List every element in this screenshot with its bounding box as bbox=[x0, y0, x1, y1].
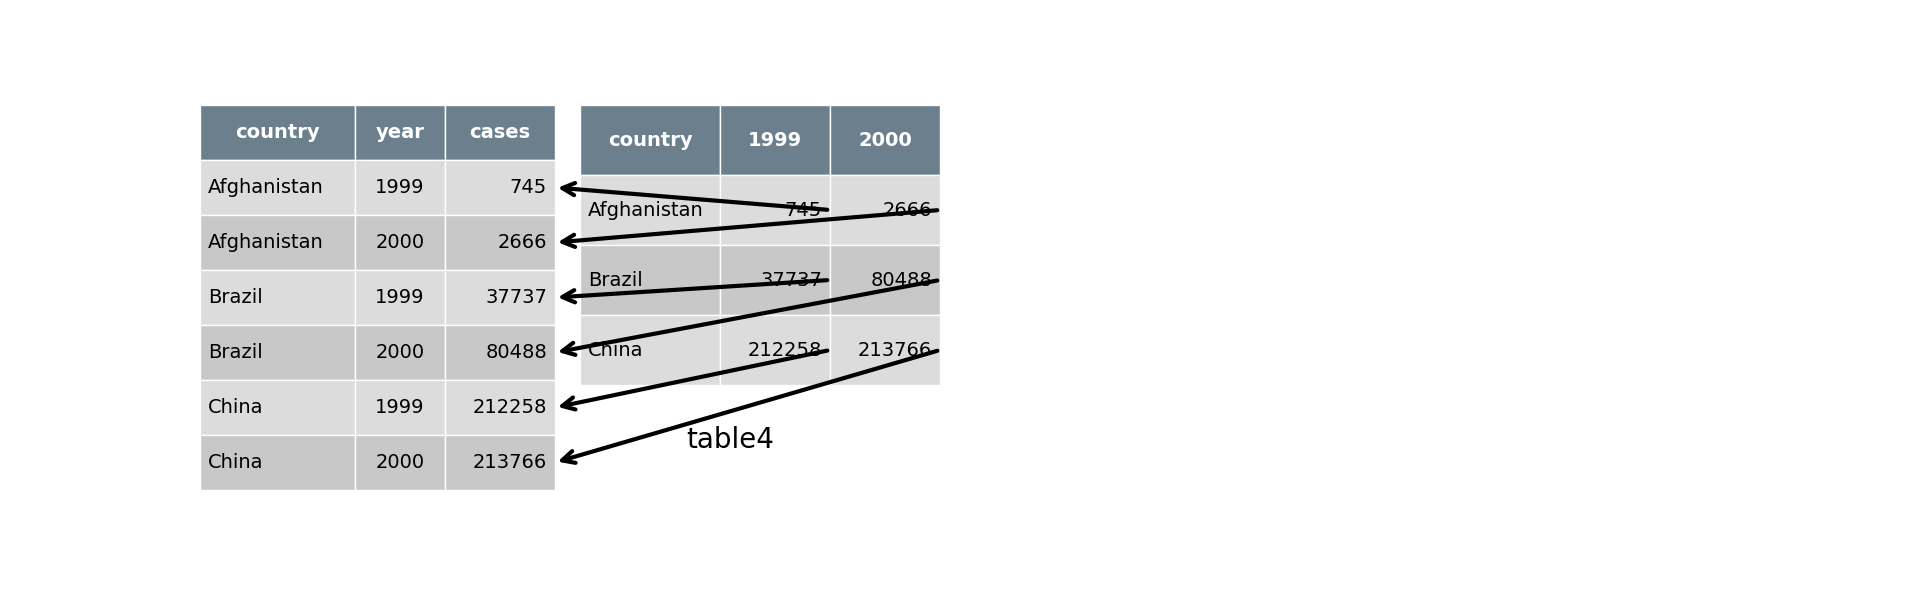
Bar bbox=[445, 380, 555, 435]
Text: Brazil: Brazil bbox=[207, 343, 263, 362]
Text: 213766: 213766 bbox=[858, 340, 931, 359]
Bar bbox=[200, 160, 355, 215]
Bar bbox=[200, 435, 355, 490]
Bar bbox=[829, 175, 941, 245]
Bar bbox=[720, 105, 829, 175]
Bar bbox=[355, 380, 445, 435]
Bar bbox=[445, 160, 555, 215]
Text: 745: 745 bbox=[785, 200, 822, 220]
Text: 212258: 212258 bbox=[472, 398, 547, 417]
Bar bbox=[200, 270, 355, 325]
Bar bbox=[720, 315, 829, 385]
Text: 37737: 37737 bbox=[760, 271, 822, 289]
Text: 80488: 80488 bbox=[870, 271, 931, 289]
Bar bbox=[445, 435, 555, 490]
Text: 80488: 80488 bbox=[486, 343, 547, 362]
Bar bbox=[720, 175, 829, 245]
Text: Brazil: Brazil bbox=[207, 288, 263, 307]
Text: Brazil: Brazil bbox=[588, 271, 643, 289]
Text: 2000: 2000 bbox=[376, 453, 424, 472]
Text: table4: table4 bbox=[685, 426, 774, 454]
Bar bbox=[580, 245, 720, 315]
Text: 1999: 1999 bbox=[374, 398, 424, 417]
Bar bbox=[445, 270, 555, 325]
Text: year: year bbox=[376, 123, 424, 142]
Bar bbox=[355, 105, 445, 160]
Text: 212258: 212258 bbox=[747, 340, 822, 359]
Bar bbox=[445, 105, 555, 160]
Bar bbox=[355, 160, 445, 215]
Text: 213766: 213766 bbox=[472, 453, 547, 472]
Bar bbox=[355, 325, 445, 380]
Text: China: China bbox=[588, 340, 643, 359]
Bar bbox=[580, 105, 720, 175]
Text: 2666: 2666 bbox=[497, 233, 547, 252]
Text: Afghanistan: Afghanistan bbox=[588, 200, 705, 220]
Text: Afghanistan: Afghanistan bbox=[207, 233, 324, 252]
Bar bbox=[829, 315, 941, 385]
Bar bbox=[580, 175, 720, 245]
Bar bbox=[445, 325, 555, 380]
Text: country: country bbox=[234, 123, 321, 142]
Bar bbox=[829, 245, 941, 315]
Bar bbox=[355, 435, 445, 490]
Bar bbox=[200, 105, 355, 160]
Bar bbox=[580, 315, 720, 385]
Bar bbox=[200, 215, 355, 270]
Text: 2000: 2000 bbox=[376, 343, 424, 362]
Text: 1999: 1999 bbox=[374, 288, 424, 307]
Text: 1999: 1999 bbox=[749, 130, 803, 149]
Text: cases: cases bbox=[468, 123, 530, 142]
Text: 2000: 2000 bbox=[376, 233, 424, 252]
Bar bbox=[355, 215, 445, 270]
Text: 37737: 37737 bbox=[486, 288, 547, 307]
Bar bbox=[829, 105, 941, 175]
Bar bbox=[355, 270, 445, 325]
Bar bbox=[200, 380, 355, 435]
Text: country: country bbox=[609, 130, 693, 149]
Bar bbox=[445, 215, 555, 270]
Text: China: China bbox=[207, 453, 263, 472]
Text: 2000: 2000 bbox=[858, 130, 912, 149]
Bar bbox=[720, 245, 829, 315]
Text: 1999: 1999 bbox=[374, 178, 424, 197]
Text: Afghanistan: Afghanistan bbox=[207, 178, 324, 197]
Text: 745: 745 bbox=[509, 178, 547, 197]
Text: China: China bbox=[207, 398, 263, 417]
Bar bbox=[200, 325, 355, 380]
Text: 2666: 2666 bbox=[883, 200, 931, 220]
